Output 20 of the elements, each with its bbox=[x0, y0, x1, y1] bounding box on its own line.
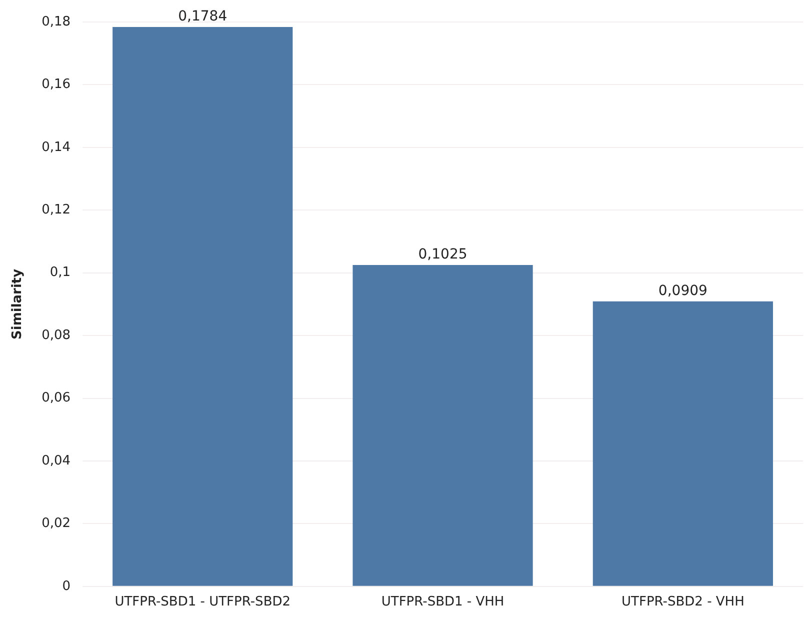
y-tick-label: 0,14 bbox=[42, 140, 71, 155]
x-tick-label: UTFPR-SBD1 - VHH bbox=[381, 594, 504, 610]
bar bbox=[352, 265, 533, 586]
y-tick-label: 0,12 bbox=[42, 202, 71, 218]
y-tick-label: 0,02 bbox=[42, 516, 71, 532]
bar bbox=[112, 27, 293, 586]
data-label: 0,1784 bbox=[178, 8, 228, 25]
data-label: 0,0909 bbox=[658, 283, 708, 300]
y-tick-label: 0,04 bbox=[42, 453, 71, 468]
y-tick-label: 0,06 bbox=[42, 390, 71, 406]
y-axis-title: Similarity bbox=[10, 268, 26, 340]
y-tick-label: 0,18 bbox=[42, 14, 71, 30]
y-tick-label: 0,1 bbox=[50, 265, 71, 280]
data-label: 0,1025 bbox=[418, 246, 468, 263]
x-tick-label: UTFPR-SBD2 - VHH bbox=[622, 594, 744, 610]
y-tick-label: 0 bbox=[62, 578, 71, 594]
x-tick-label: UTFPR-SBD1 - UTFPR-SBD2 bbox=[114, 594, 291, 610]
y-tick-label: 0,08 bbox=[42, 328, 71, 343]
bar bbox=[592, 301, 773, 586]
y-tick-label: 0,16 bbox=[42, 77, 71, 92]
